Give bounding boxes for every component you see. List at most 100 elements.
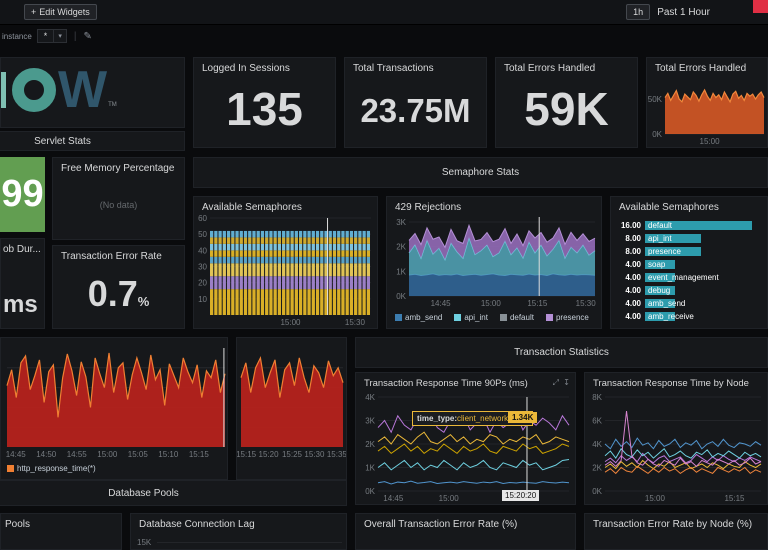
panel-title[interactable]: Transaction Response Time 90Ps (ms) [364, 378, 528, 389]
svg-text:15:30: 15:30 [304, 450, 325, 459]
semaphore-value: 4.00 [625, 286, 641, 295]
semaphore-row[interactable]: 4.00 event_management [613, 271, 761, 284]
rejections-chart[interactable]: 3K 2K 1K 0K 14:45 15:00 15:15 15:30 [387, 213, 601, 309]
legend-item[interactable]: default [499, 313, 534, 322]
panel-title[interactable]: Total Transactions [353, 63, 434, 74]
instance-filter-select[interactable]: * ▾ [36, 29, 67, 43]
database-pools-title: Database Pools [108, 487, 179, 499]
panel-title[interactable]: ob Dur... [3, 244, 41, 255]
time-range-label[interactable]: Past 1 Hour [657, 6, 710, 18]
svg-text:15:00: 15:00 [97, 450, 118, 459]
legend-item[interactable]: http_response_time(*) [7, 464, 96, 473]
corner-alert-badge[interactable] [753, 0, 768, 13]
semaphore-row[interactable]: 4.00 amb_receive [613, 310, 761, 323]
legend-label: default [509, 313, 534, 322]
svg-text:0K: 0K [365, 487, 375, 496]
stat-value: 135 [226, 83, 303, 135]
semaphore-value: 4.00 [625, 312, 641, 321]
header-database-pools[interactable]: Database Pools [0, 480, 347, 506]
legend-marker [454, 314, 462, 321]
semaphore-row[interactable]: 16.00 default [613, 219, 761, 232]
panel-title[interactable]: Transaction Response Time by Node [593, 378, 749, 389]
svg-text:14:55: 14:55 [67, 450, 88, 459]
svg-text:40: 40 [198, 246, 207, 255]
semaphore-stats-title: Semaphore Stats [441, 167, 520, 178]
panel-job-duration: ob Dur... ms [0, 238, 45, 329]
legend-item[interactable]: presence [545, 313, 589, 322]
semaphore-row[interactable]: 4.00 amb_send [613, 297, 761, 310]
semaphore-bar-wrap: api_int [645, 233, 761, 244]
panel-http-response-b: 15:15 15:20 15:25 15:30 15:35 [236, 337, 347, 480]
panel-response-time-by-node: Transaction Response Time by Node 8K 6K 4K… [584, 372, 768, 505]
semaphore-bar [645, 247, 701, 256]
svg-text:15:30: 15:30 [345, 318, 366, 327]
errors-spark-chart[interactable]: 50K 0K 15:00 [647, 76, 767, 147]
export-icon[interactable]: ↧ [563, 378, 570, 387]
stat-value: 99 [1, 173, 44, 215]
semaphore-bar-wrap: default [645, 220, 761, 231]
y-axis-tick: 15K [137, 538, 152, 547]
panel-title[interactable]: Pools [5, 519, 31, 530]
svg-text:15:00: 15:00 [439, 494, 460, 503]
stat-value: 0.7% [53, 276, 184, 312]
svg-text:15:20: 15:20 [259, 450, 280, 459]
panel-overall-error-rate: Overall Transaction Error Rate (%) [355, 513, 576, 550]
panel-title[interactable]: Free Memory Percentage [61, 163, 175, 174]
expand-icon[interactable]: ⤢ [552, 378, 559, 387]
semaphore-row[interactable]: 4.00 soap [613, 258, 761, 271]
panel-title[interactable]: Logged In Sessions [202, 63, 290, 74]
edit-pencil-icon[interactable]: ✎ [83, 30, 92, 42]
semaphore-row[interactable]: 4.00 debug [613, 284, 761, 297]
http-response-chart[interactable]: 15:15 15:20 15:25 15:30 15:35 [237, 342, 346, 460]
panel-available-semaphores-list: Available Semaphores 16.00 default 8.00 api… [610, 196, 768, 329]
p90-chart[interactable]: 4K 3K 2K 1K 0K 14:45 15:00 [356, 391, 575, 504]
semaphore-row[interactable]: 8.00 presence [613, 245, 761, 258]
semaphore-bar-wrap: amb_receive [645, 311, 761, 322]
legend-item[interactable]: api_int [454, 313, 488, 322]
header-semaphore-stats[interactable]: Semaphore Stats [193, 157, 768, 188]
transaction-statistics-title: Transaction Statistics [514, 347, 609, 358]
panel-title[interactable]: Transaction Error Rate [61, 251, 162, 262]
time-range-badge[interactable]: 1h [626, 4, 651, 20]
http-response-legend: http_response_time(*) [7, 464, 96, 473]
legend-item[interactable]: amb_send [395, 313, 442, 322]
time-range-picker[interactable]: 1h Past 1 Hour [626, 4, 710, 20]
panel-title[interactable]: Database Connection Lag [139, 519, 255, 530]
semaphore-bar-wrap: amb_send [645, 298, 761, 309]
gridline [157, 542, 342, 543]
svg-text:1K: 1K [365, 464, 375, 473]
stat-value: 23.75M [360, 92, 471, 129]
edit-widgets-button[interactable]: + Edit Widgets [24, 4, 97, 20]
semaphore-label: api_int [648, 234, 672, 243]
panel-title[interactable]: Total Errors Handled [655, 63, 747, 74]
semaphore-label: debug [648, 286, 671, 295]
panel-title[interactable]: 429 Rejections [395, 202, 462, 213]
legend-label: amb_send [405, 313, 443, 322]
semaphore-value: 8.00 [625, 247, 641, 256]
chart-tooltip: time_type:client_network_time [412, 411, 533, 426]
rejections-legend: amb_send api_int default presence [395, 313, 589, 322]
panel-title[interactable]: Transaction Error Rate by Node (%) [593, 519, 753, 530]
stat-value: ms [3, 291, 38, 318]
svg-text:15:15: 15:15 [189, 450, 210, 459]
semaphore-label: presence [648, 247, 681, 256]
header-servlet-stats[interactable]: Servlet Stats [0, 131, 185, 151]
by-node-chart[interactable]: 8K 6K 4K 2K 0K 15:00 15:15 [585, 391, 767, 504]
panel-title[interactable]: Total Errors Handled [504, 63, 596, 74]
semaphore-value: 4.00 [625, 273, 641, 282]
logo-o-ring [12, 68, 56, 112]
panel-http-response-a: 14:45 14:50 14:55 15:00 15:05 15:10 15:15 http… [0, 337, 228, 480]
header-transaction-statistics[interactable]: Transaction Statistics [355, 337, 768, 368]
semaphores-bar-chart[interactable]: 60 50 40 30 20 10 15:00 15:30 [194, 214, 377, 328]
http-response-chart[interactable]: 14:45 14:50 14:55 15:00 15:05 15:10 15:15 [1, 342, 227, 460]
caret-down-icon: ▾ [53, 30, 66, 42]
semaphore-label: soap [648, 260, 666, 269]
semaphore-bar-wrap: presence [645, 246, 761, 257]
panel-title[interactable]: Available Semaphores [619, 202, 719, 213]
semaphore-row[interactable]: 8.00 api_int [613, 232, 761, 245]
panel-title[interactable]: Overall Transaction Error Rate (%) [364, 519, 518, 530]
semaphore-bar [645, 286, 676, 295]
panel-title[interactable]: Available Semaphores [202, 202, 302, 213]
svg-text:2K: 2K [396, 243, 406, 252]
stat-number: 0.7 [87, 273, 138, 314]
